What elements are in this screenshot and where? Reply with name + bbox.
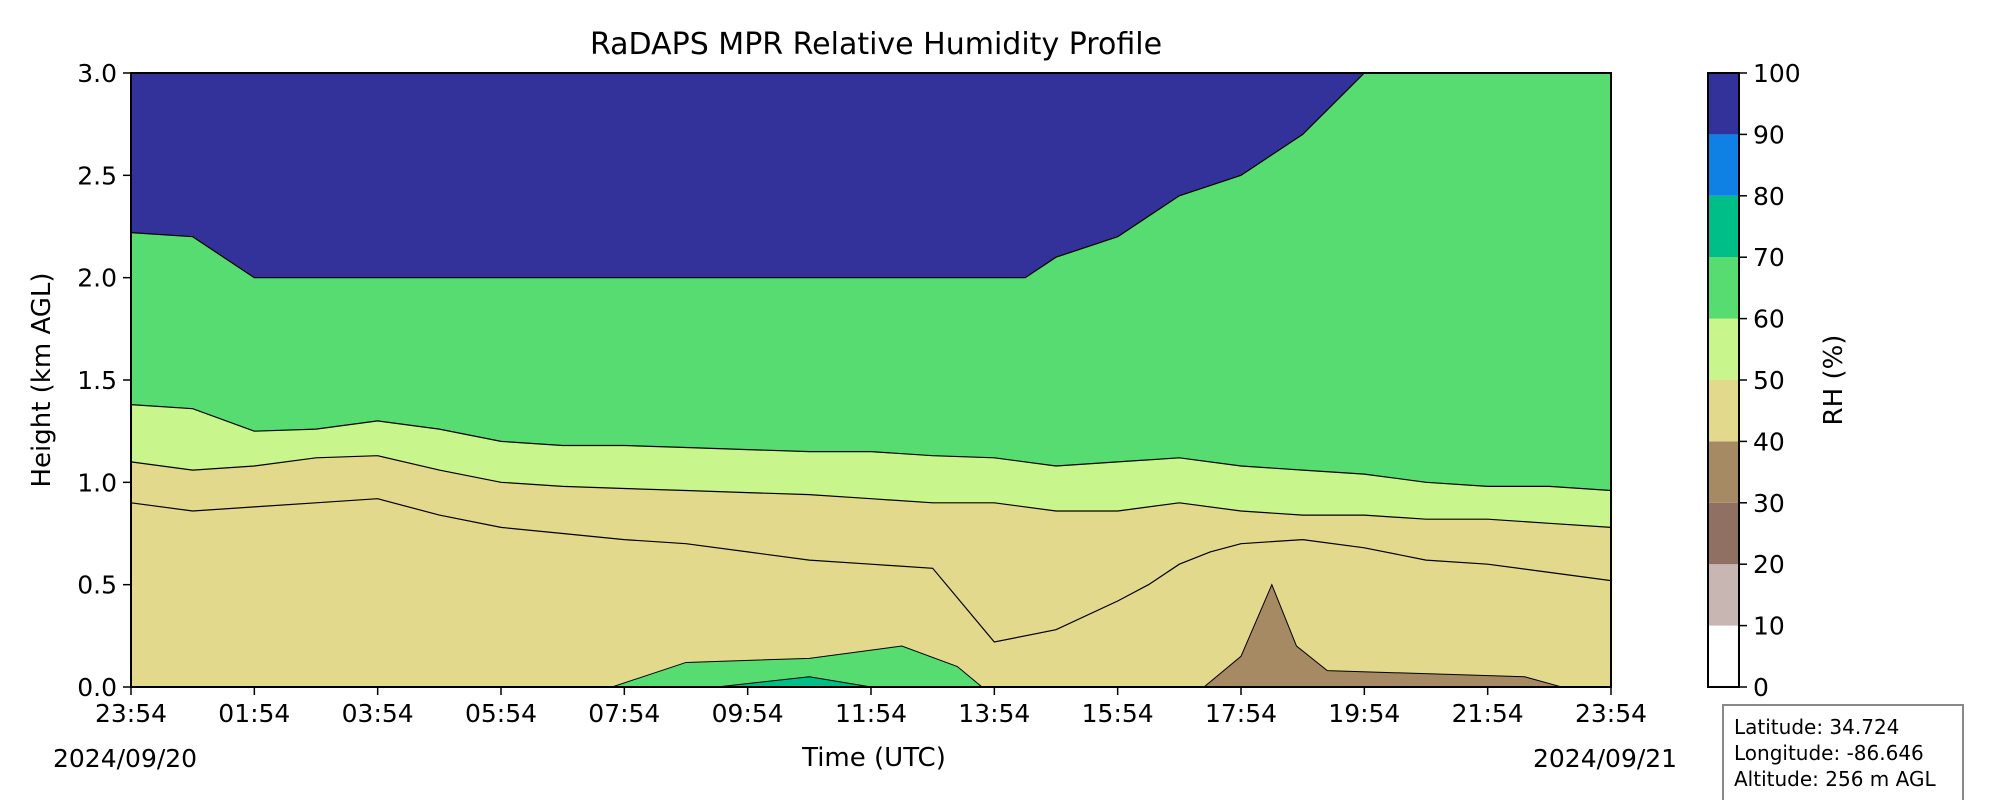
colorbar-segment — [1708, 502, 1739, 565]
colorbar-tick-label: 0 — [1753, 673, 1769, 702]
x-tick-label: 07:54 — [588, 699, 660, 728]
x-tick-label: 13:54 — [958, 699, 1030, 728]
colorbar-label: RH (%) — [1819, 335, 1849, 426]
colorbar-tick-label: 80 — [1753, 182, 1785, 211]
rh-band-90 — [131, 73, 1611, 279]
colorbar-tick-label: 70 — [1753, 243, 1785, 272]
location-info-box: Latitude: 34.724 Longitude: -86.646 Alti… — [1722, 704, 1964, 800]
y-tick-label: 3.0 — [77, 59, 117, 88]
low-level-moist-zone — [716, 676, 872, 687]
colorbar-segment — [1708, 73, 1739, 135]
start-date: 2024/09/20 — [53, 744, 197, 773]
x-tick-label: 15:54 — [1082, 699, 1154, 728]
x-tick-label: 21:54 — [1452, 699, 1524, 728]
y-tick-label: 0.0 — [77, 673, 117, 702]
x-tick-label: 11:54 — [835, 699, 907, 728]
colorbar — [1708, 73, 1739, 687]
plot-area — [131, 73, 1611, 687]
altitude-text: Altitude: 256 m AGL — [1734, 767, 1936, 791]
latitude-text: Latitude: 34.724 — [1734, 715, 1899, 739]
colorbar-segment — [1708, 441, 1739, 503]
x-tick-label: 19:54 — [1328, 699, 1400, 728]
x-tick-label: 03:54 — [342, 699, 414, 728]
end-date: 2024/09/21 — [1533, 744, 1677, 773]
x-tick-label: 17:54 — [1205, 699, 1277, 728]
x-tick-label: 01:54 — [218, 699, 290, 728]
colorbar-frame — [1707, 72, 1740, 688]
y-tick-label: 2.0 — [77, 264, 117, 293]
longitude-text: Longitude: -86.646 — [1734, 741, 1924, 765]
colorbar-segment — [1708, 134, 1739, 196]
x-tick-label: 05:54 — [465, 699, 537, 728]
x-axis-label: Time (UTC) — [801, 743, 946, 773]
colorbar-segment — [1708, 257, 1739, 319]
colorbar-segment — [1708, 564, 1739, 626]
colorbar-tick-label: 60 — [1753, 305, 1785, 334]
y-axis-label: Height (km AGL) — [27, 272, 57, 487]
colorbar-segment — [1708, 318, 1739, 380]
x-tick-label: 23:54 — [1575, 699, 1647, 728]
colorbar-tick-label: 20 — [1753, 550, 1785, 579]
dry-pocket — [1203, 583, 1562, 687]
colorbar-segment — [1708, 195, 1739, 258]
y-tick-label: 1.0 — [77, 468, 117, 497]
colorbar-tick-label: 90 — [1753, 120, 1785, 149]
low-level-moist-zone — [611, 645, 983, 687]
colorbar-tick-label: 100 — [1753, 59, 1801, 88]
colorbar-tick-label: 30 — [1753, 489, 1785, 518]
y-tick-label: 2.5 — [77, 161, 117, 190]
x-tick-label: 23:54 — [95, 699, 167, 728]
colorbar-tick-label: 10 — [1753, 612, 1785, 641]
x-tick-label: 09:54 — [712, 699, 784, 728]
colorbar-segment — [1708, 625, 1739, 687]
chart-title: RaDAPS MPR Relative Humidity Profile — [590, 27, 1162, 62]
colorbar-segment — [1708, 380, 1739, 442]
y-tick-label: 0.5 — [77, 571, 117, 600]
colorbar-tick-label: 50 — [1753, 366, 1785, 395]
colorbar-tick-label: 40 — [1753, 427, 1785, 456]
y-tick-label: 1.5 — [77, 366, 117, 395]
